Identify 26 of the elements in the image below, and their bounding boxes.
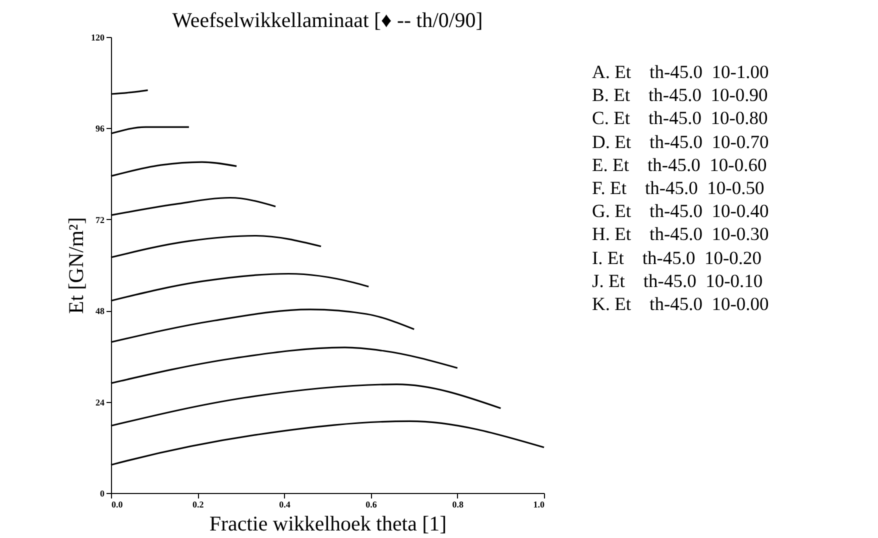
y-tick-label: 0 [100, 488, 105, 498]
text: C. Et th-45.0 10-0.80 [592, 108, 769, 132]
y-axis-title: Et [GN/m²] [64, 217, 88, 314]
y-tick-label: 24 [96, 397, 105, 408]
y-tick-label: 96 [96, 124, 105, 134]
y-tick-label: 120 [91, 32, 105, 42]
x-axis-title: Fractie wikkelhoek theta [1] [209, 512, 447, 536]
chart-title: Weefselwikkellaminaat [♦ -- th/0/90] [172, 8, 483, 32]
text: D. Et th-45.0 10-0.70 [592, 132, 769, 155]
x-tick-label: 0.6 [366, 500, 378, 510]
text: B. Et th-45.0 10-0.90 [592, 85, 769, 108]
x-tick-label: 0.8 [452, 500, 464, 510]
text: J. Et th-45.0 10-0.10 [592, 270, 764, 294]
text: E. Et th-45.0 10-0.60 [592, 154, 768, 178]
x-tick-label: 0.4 [279, 500, 291, 510]
text: K. Et th-45.0 10-0.00 [592, 294, 769, 318]
text: H. Et th-45.0 10-0.30 [592, 224, 769, 248]
text: I. Et th-45.0 10-0.20 [592, 248, 763, 271]
y-tick-label: 72 [96, 214, 105, 225]
x-tick-label: 0.0 [112, 500, 124, 510]
y-tick-label: 48 [96, 306, 105, 316]
x-tick-label: 1.0 [533, 500, 545, 510]
x-tick-label: 0.2 [192, 500, 204, 510]
text: F. Et th-45.0 10-0.50 [592, 178, 766, 202]
text: A. Et th-45.0 10-1.00 [592, 62, 769, 85]
text: G. Et th-45.0 10-0.40 [592, 201, 769, 224]
